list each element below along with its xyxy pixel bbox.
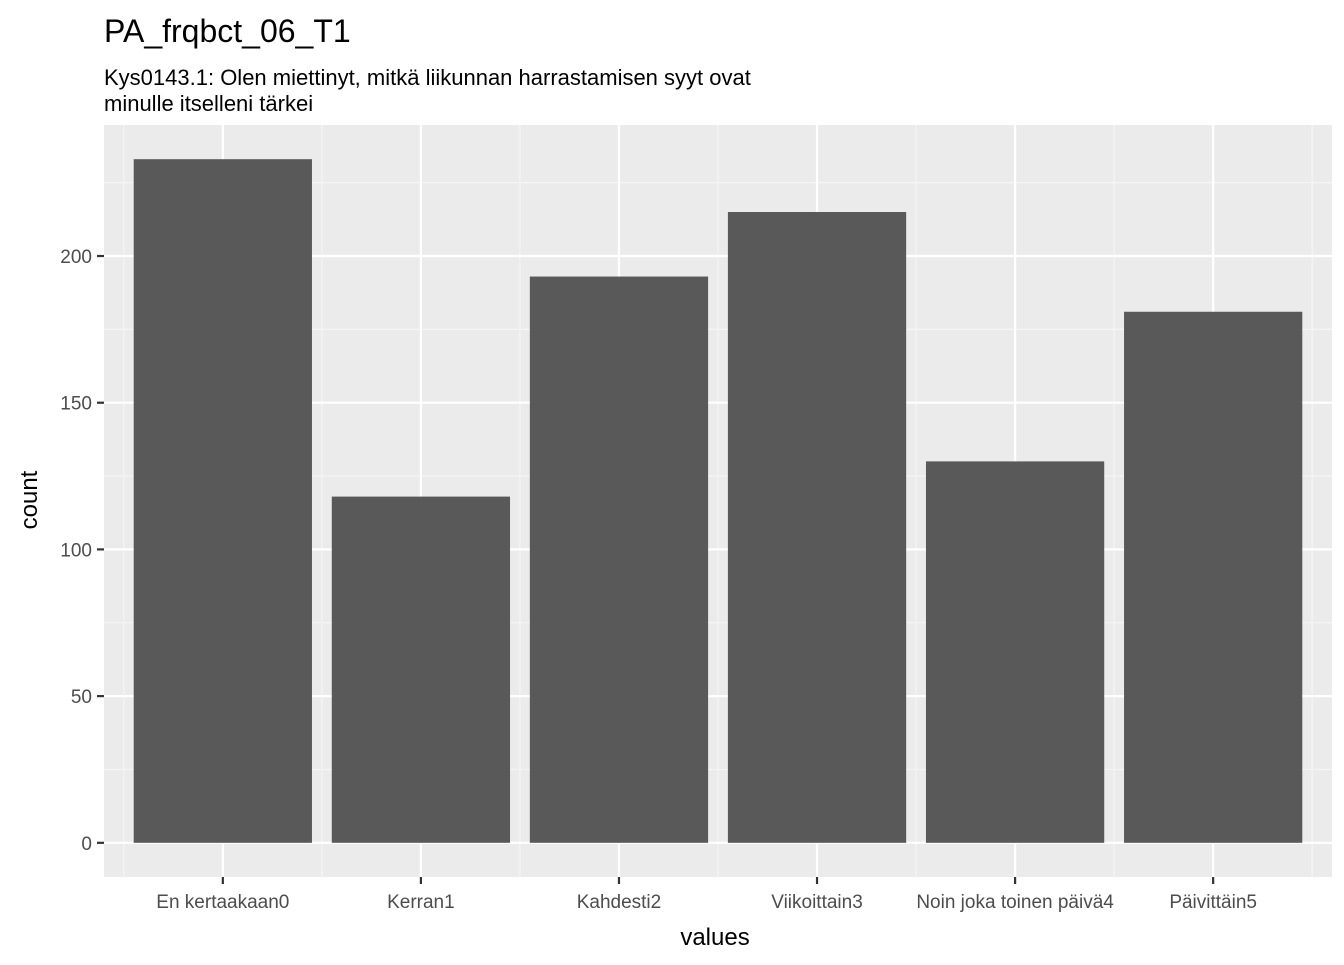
bar-2 — [331, 496, 511, 843]
chart-title: PA_frqbct_06_T1 — [104, 13, 351, 49]
y-tick-label: 200 — [60, 247, 92, 268]
x-tick-label: Kahdesti2 — [577, 892, 662, 913]
x-axis-title: values — [680, 924, 749, 951]
y-axis-title: count — [16, 470, 43, 529]
y-tick-label: 150 — [60, 394, 92, 415]
x-tick-label: Kerran1 — [387, 892, 455, 913]
bar-3 — [529, 276, 709, 843]
x-axis: En kertaakaan0 Kerran1 Kahdesti2 Viikoittai… — [156, 877, 1257, 913]
x-tick-label: Päivittäin5 — [1169, 892, 1257, 913]
x-tick-label: Viikoittain3 — [771, 892, 863, 913]
x-tick-label: Noin joka toinen päivä4 — [916, 892, 1114, 913]
y-axis: 0 50 100 150 200 — [60, 247, 104, 855]
y-tick-label: 0 — [81, 834, 92, 855]
bars — [133, 159, 1303, 843]
x-tick-label: En kertaakaan0 — [156, 892, 289, 913]
bar-6 — [1124, 311, 1303, 843]
bar-4 — [727, 211, 907, 843]
y-tick-label: 50 — [71, 687, 92, 708]
chart-subtitle-line-2: minulle itselleni tärkei — [104, 91, 313, 116]
bar-5 — [925, 461, 1105, 843]
bar-1 — [133, 159, 312, 843]
y-tick-label: 100 — [60, 540, 92, 561]
chart-subtitle-line-1: Kys0143.1: Olen miettinyt, mitkä liikunn… — [104, 65, 751, 90]
